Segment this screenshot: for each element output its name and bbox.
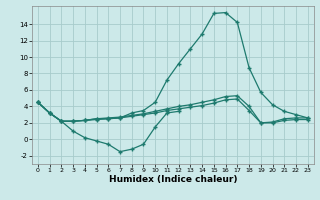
X-axis label: Humidex (Indice chaleur): Humidex (Indice chaleur): [108, 175, 237, 184]
